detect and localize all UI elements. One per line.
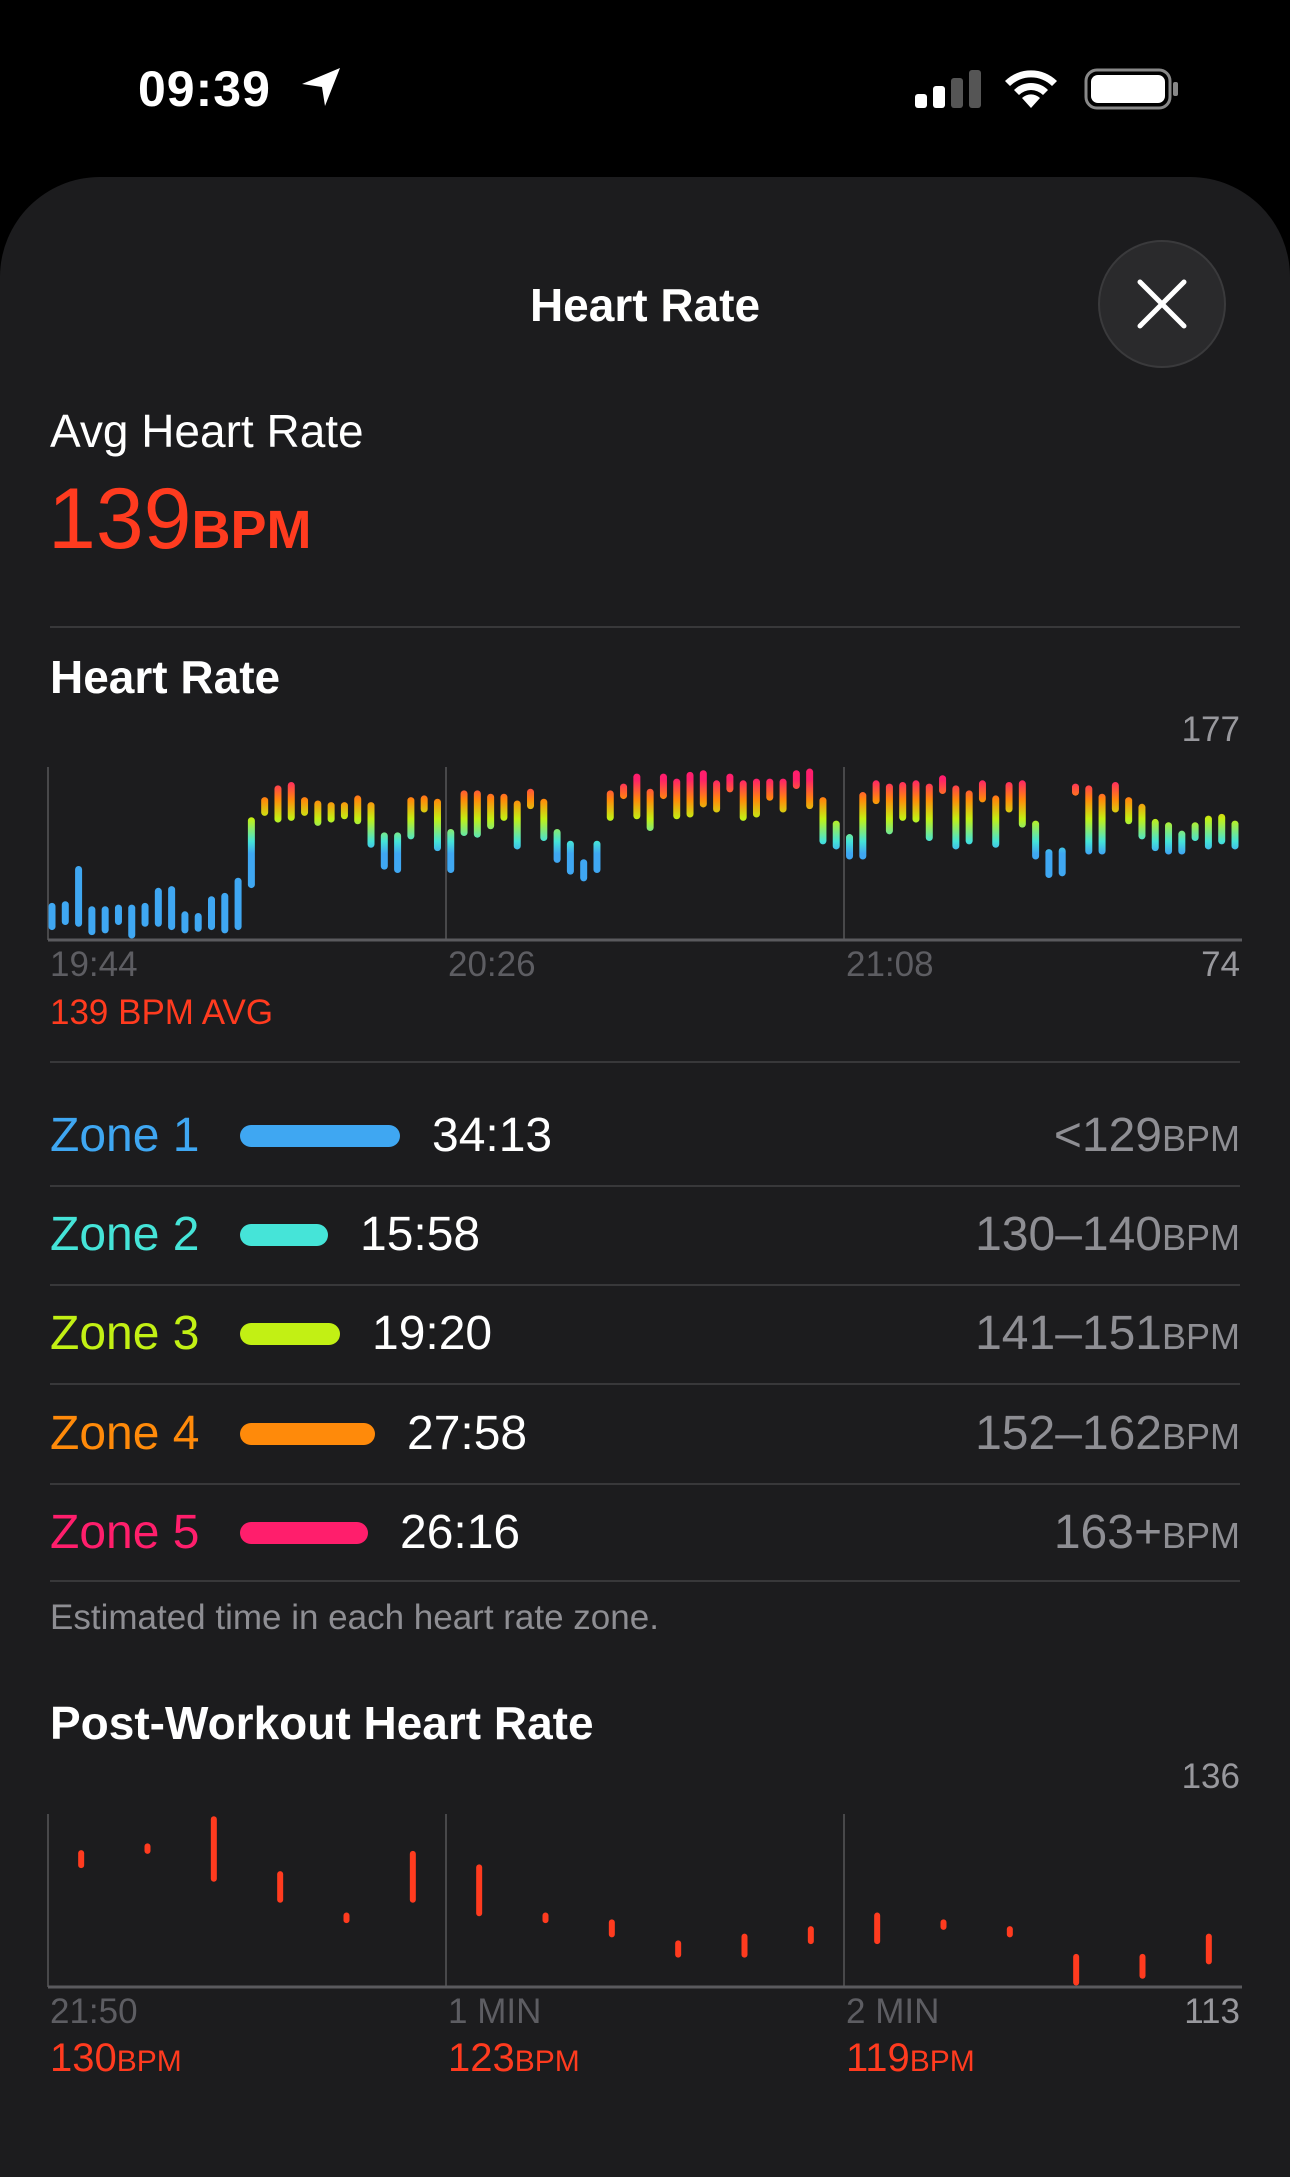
zones-footnote: Estimated time in each heart rate zone. — [50, 1598, 659, 1637]
zone-range-unit: BPM — [1161, 1515, 1240, 1556]
zone-time: 15:58 — [360, 1208, 481, 1261]
zone-range: 152–162BPM — [975, 1406, 1240, 1461]
zone-range-unit: BPM — [1161, 1217, 1240, 1258]
zone-range-unit: BPM — [1161, 1118, 1240, 1159]
post-chart-y-min: 113 — [1184, 1992, 1240, 2031]
divider — [50, 1061, 1240, 1063]
zone-name: Zone 2 — [50, 1208, 200, 1261]
x-tick-label: 20:26 — [448, 945, 536, 984]
x-tick-label: 2 MIN — [846, 1992, 940, 2031]
post-reading: 123BPM — [448, 2036, 580, 2081]
avg-heart-rate-value: 139BPM — [48, 470, 312, 569]
x-tick-label: 1 MIN — [448, 1992, 542, 2031]
post-reading: 130BPM — [50, 2036, 182, 2081]
status-time: 09:39 — [138, 61, 271, 117]
zone-range: 130–140BPM — [975, 1207, 1240, 1262]
zone-duration-bar — [240, 1125, 400, 1147]
reading-value: 119 — [846, 2036, 910, 2080]
zone-time: 34:13 — [432, 1109, 553, 1162]
chart-y-max: 177 — [1181, 710, 1240, 749]
divider — [50, 1580, 1240, 1582]
zone-range-value: 130–140 — [975, 1208, 1162, 1261]
avg-value: 139 — [48, 471, 192, 567]
x-tick-label: 19:44 — [50, 945, 138, 984]
zone-time: 27:58 — [407, 1407, 528, 1460]
zone-name: Zone 3 — [50, 1307, 200, 1360]
reading-unit: BPM — [909, 2045, 975, 2078]
battery-icon — [1084, 68, 1178, 110]
avg-bpm-label: 139 BPM AVG — [50, 993, 274, 1032]
zone-duration-bar — [240, 1423, 375, 1445]
zone-time: 26:16 — [400, 1506, 521, 1559]
post-reading: 119BPM — [846, 2036, 975, 2081]
zone-range: 141–151BPM — [975, 1306, 1240, 1361]
zone-duration-bar — [240, 1522, 368, 1544]
zone-range: 163+BPM — [1054, 1505, 1240, 1560]
zone-range-value: <129 — [1053, 1109, 1162, 1162]
location-arrow-icon — [302, 68, 340, 106]
sheet-title: Heart Rate — [529, 279, 761, 331]
reading-unit: BPM — [116, 2045, 182, 2078]
avg-unit: BPM — [191, 500, 312, 560]
zone-range-value: 163+ — [1053, 1506, 1162, 1559]
zone-time: 19:20 — [372, 1307, 493, 1360]
zone-range-value: 152–162 — [975, 1407, 1162, 1460]
post-workout-title: Post-Workout Heart Rate — [50, 1697, 594, 1749]
reading-unit: BPM — [514, 2045, 580, 2078]
heart-rate-section-title: Heart Rate — [50, 651, 281, 703]
divider — [50, 1284, 1240, 1286]
zone-name: Zone 4 — [50, 1407, 200, 1460]
divider — [50, 1483, 1240, 1485]
divider — [50, 1185, 1240, 1187]
avg-heart-rate-label: Avg Heart Rate — [50, 405, 364, 457]
divider — [50, 1383, 1240, 1385]
zone-range-unit: BPM — [1161, 1416, 1240, 1457]
heart-rate-chart — [47, 767, 1242, 1989]
x-tick-label: 21:08 — [846, 945, 934, 984]
zone-duration-bar — [240, 1224, 328, 1246]
zone-duration-bar — [240, 1323, 340, 1345]
zone-range-value: 141–151 — [975, 1307, 1162, 1360]
close-button[interactable] — [1098, 240, 1226, 368]
chart-y-min: 74 — [1201, 945, 1240, 984]
x-tick-label: 21:50 — [50, 1992, 138, 2031]
reading-value: 123 — [448, 2036, 515, 2080]
zone-range-unit: BPM — [1161, 1316, 1240, 1357]
divider — [50, 626, 1240, 628]
zone-name: Zone 1 — [50, 1109, 200, 1162]
wifi-icon — [1005, 70, 1057, 108]
zone-range: <129BPM — [1054, 1108, 1240, 1163]
post-chart-y-max: 136 — [1181, 1757, 1240, 1796]
zone-name: Zone 5 — [50, 1506, 200, 1559]
reading-value: 130 — [50, 2036, 117, 2080]
cellular-signal-icon — [915, 70, 981, 108]
close-icon — [1137, 279, 1187, 329]
